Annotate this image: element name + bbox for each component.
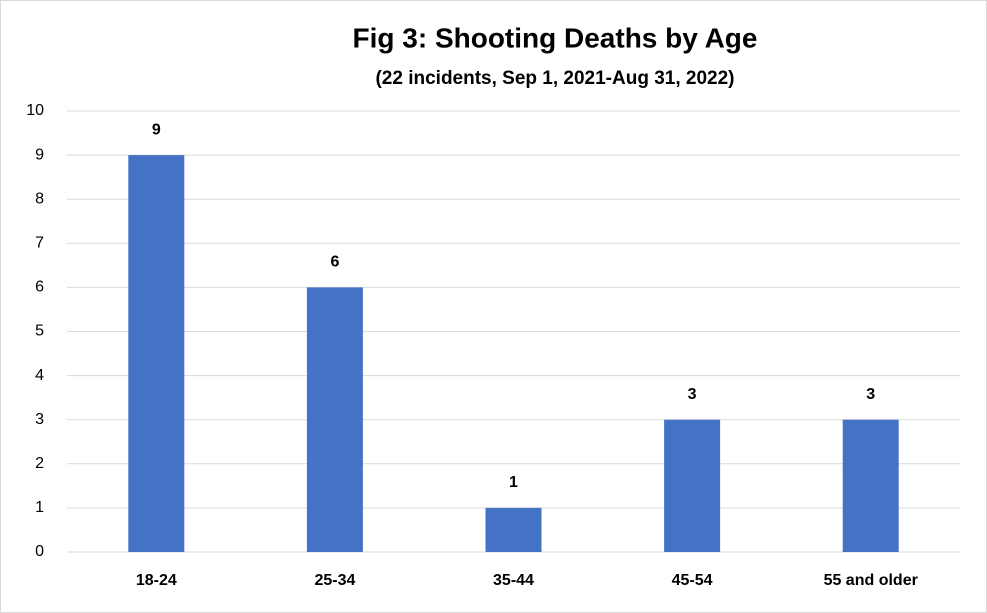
x-tick-label: 55 and older: [824, 572, 918, 589]
chart-subtitle: (22 incidents, Sep 1, 2021-Aug 31, 2022): [375, 68, 734, 89]
y-tick-label: 8: [35, 190, 44, 207]
data-label: 6: [330, 254, 339, 271]
y-tick-label: 10: [26, 102, 44, 119]
y-tick-label: 5: [35, 323, 44, 340]
x-tick-label: 45-54: [672, 572, 713, 589]
bar: [128, 155, 185, 552]
y-tick-label: 4: [35, 367, 44, 384]
y-tick-label: 6: [35, 279, 44, 296]
data-label: 9: [152, 121, 161, 138]
data-label: 3: [688, 386, 697, 403]
y-tick-label: 7: [35, 235, 44, 252]
x-tick-label: 25-34: [314, 572, 355, 589]
bar: [842, 419, 899, 552]
chart-title: Fig 3: Shooting Deaths by Age: [353, 22, 758, 53]
x-tick-label: 35-44: [493, 572, 534, 589]
y-tick-label: 9: [35, 146, 44, 163]
data-label: 1: [509, 474, 518, 491]
y-tick-label: 2: [35, 455, 44, 472]
y-tick-label: 0: [35, 543, 44, 560]
bar: [664, 419, 721, 552]
y-tick-label: 1: [35, 499, 44, 516]
x-tick-label: 18-24: [136, 572, 177, 589]
bar: [485, 507, 542, 552]
bar: [306, 287, 363, 552]
y-tick-label: 3: [35, 411, 44, 428]
data-label: 3: [866, 386, 875, 403]
